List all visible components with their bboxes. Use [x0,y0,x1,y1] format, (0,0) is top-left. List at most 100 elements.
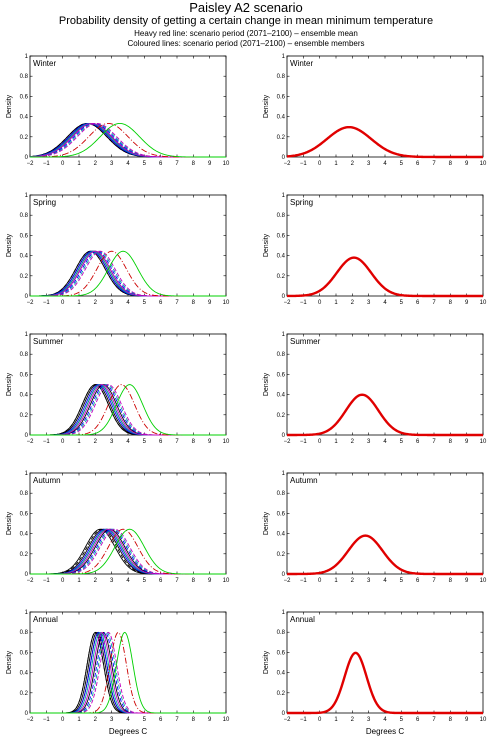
y-axis-label: Density [263,372,270,396]
x-tick-label: 7 [175,578,179,584]
season-label: Annual [33,615,58,624]
y-tick-label: 0 [282,711,286,717]
y-tick-label: 0 [282,155,286,161]
plot-frame [286,472,484,575]
x-tick-label: 0 [318,439,322,445]
x-tick-label: 5 [400,300,404,306]
ensemble-member-line [30,384,226,436]
x-tick-label: 4 [126,439,130,445]
x-tick-label: 6 [416,161,420,167]
ensemble-member-line [30,528,226,575]
x-tick-label: 5 [400,439,404,445]
y-axis-label: Density [6,372,13,396]
ensemble-member-line [30,384,226,436]
x-tick-label: 5 [143,578,147,584]
note-heavy-line: Heavy red line: scenario period (2071–21… [134,29,358,38]
plot-frame [29,333,227,436]
y-tick-label: 0 [25,294,29,300]
x-tick-label: 6 [159,578,163,584]
x-tick-label: 6 [416,717,420,723]
ensemble-member-line [30,528,226,575]
x-tick-label: 9 [465,717,469,723]
y-tick-label: 1 [25,471,29,477]
ensemble-mean-line [287,534,483,576]
ensemble-member-line [30,528,226,575]
ensemble-member-line [30,122,226,158]
x-tick-label: 10 [223,717,230,723]
x-tick-label: 4 [126,578,130,584]
y-tick-label: 0.4 [277,532,286,538]
x-tick-label: −1 [300,161,308,167]
x-tick-label: 0 [61,578,65,584]
x-tick-label: 3 [110,717,114,723]
x-axis-label: Degrees C [366,727,404,736]
y-tick-label: 1 [282,54,286,60]
x-tick-label: 2 [351,439,355,445]
x-tick-label: 8 [192,161,196,167]
x-tick-label: 1 [77,717,81,723]
plot-frame [286,611,484,714]
x-tick-label: 8 [192,439,196,445]
ensemble-member-line [30,528,226,575]
x-tick-label: 1 [77,161,81,167]
y-tick-label: 0.4 [20,393,29,399]
x-tick-label: 3 [110,439,114,445]
season-label: Summer [33,337,64,346]
y-tick-label: 1 [25,54,29,60]
panel-summer-members: −2 −1 0 1 2 3 4 5 6 7 8 9 10 0 0.2 0.4 0.6 0.8 1 Density Sum… [6,332,230,445]
figure-title: Paisley A2 scenario [189,0,303,15]
x-tick-label: 9 [208,578,212,584]
y-tick-label: 0.8 [20,213,29,219]
x-tick-label: 5 [143,300,147,306]
x-tick-label: 9 [465,578,469,584]
y-tick-label: 0.2 [20,691,29,697]
ensemble-member-line [29,122,226,158]
y-tick-label: 0.6 [277,372,286,378]
ensemble-member-line [30,122,226,158]
y-tick-label: 0.8 [20,630,29,636]
ensemble-member-line [30,528,226,575]
x-tick-label: 2 [351,578,355,584]
x-tick-label: 4 [126,717,130,723]
x-tick-label: 3 [367,300,371,306]
y-axis-label: Density [6,511,13,535]
x-tick-label: 5 [143,717,147,723]
y-tick-label: 0.2 [277,691,286,697]
y-tick-label: 0.8 [277,630,286,636]
x-tick-label: 4 [126,161,130,167]
y-tick-label: 0 [25,155,29,161]
figure-subtitle: Probability density of getting a certain… [58,15,434,27]
y-tick-label: 0.6 [20,372,29,378]
x-tick-label: 0 [318,300,322,306]
plot-frame [286,194,484,297]
x-tick-label: 1 [334,578,338,584]
ensemble-member-line [30,250,226,297]
ensemble-member-line [30,250,226,297]
ensemble-member-line [30,250,226,297]
y-tick-label: 0 [25,711,29,717]
season-label: Annual [290,615,315,624]
ensemble-member-line [30,384,226,436]
ensemble-member-line [30,528,226,575]
x-tick-label: 7 [432,578,436,584]
y-tick-label: 0.2 [20,135,29,141]
y-axis-label: Density [263,233,270,257]
x-tick-label: 8 [192,717,196,723]
x-tick-label: 9 [208,439,212,445]
ensemble-member-line [30,250,226,297]
y-tick-label: 0.4 [277,671,286,677]
x-tick-label: 9 [208,717,212,723]
y-tick-label: 0.4 [277,393,286,399]
ensemble-member-line [30,384,226,436]
y-tick-label: 0.4 [277,115,286,121]
y-tick-label: 0.6 [277,650,286,656]
y-tick-label: 1 [25,610,29,616]
x-tick-label: 3 [110,161,114,167]
x-tick-label: 8 [449,161,453,167]
x-tick-label: 7 [175,439,179,445]
panel-autumn-mean: −2 −1 0 1 2 3 4 5 6 7 8 9 10 0 0.2 0.4 0.6 0.8 1 Density Aut… [263,471,487,584]
ensemble-member-line [30,384,226,436]
y-tick-label: 0.8 [277,213,286,219]
season-label: Summer [290,337,321,346]
x-tick-label: 9 [208,161,212,167]
